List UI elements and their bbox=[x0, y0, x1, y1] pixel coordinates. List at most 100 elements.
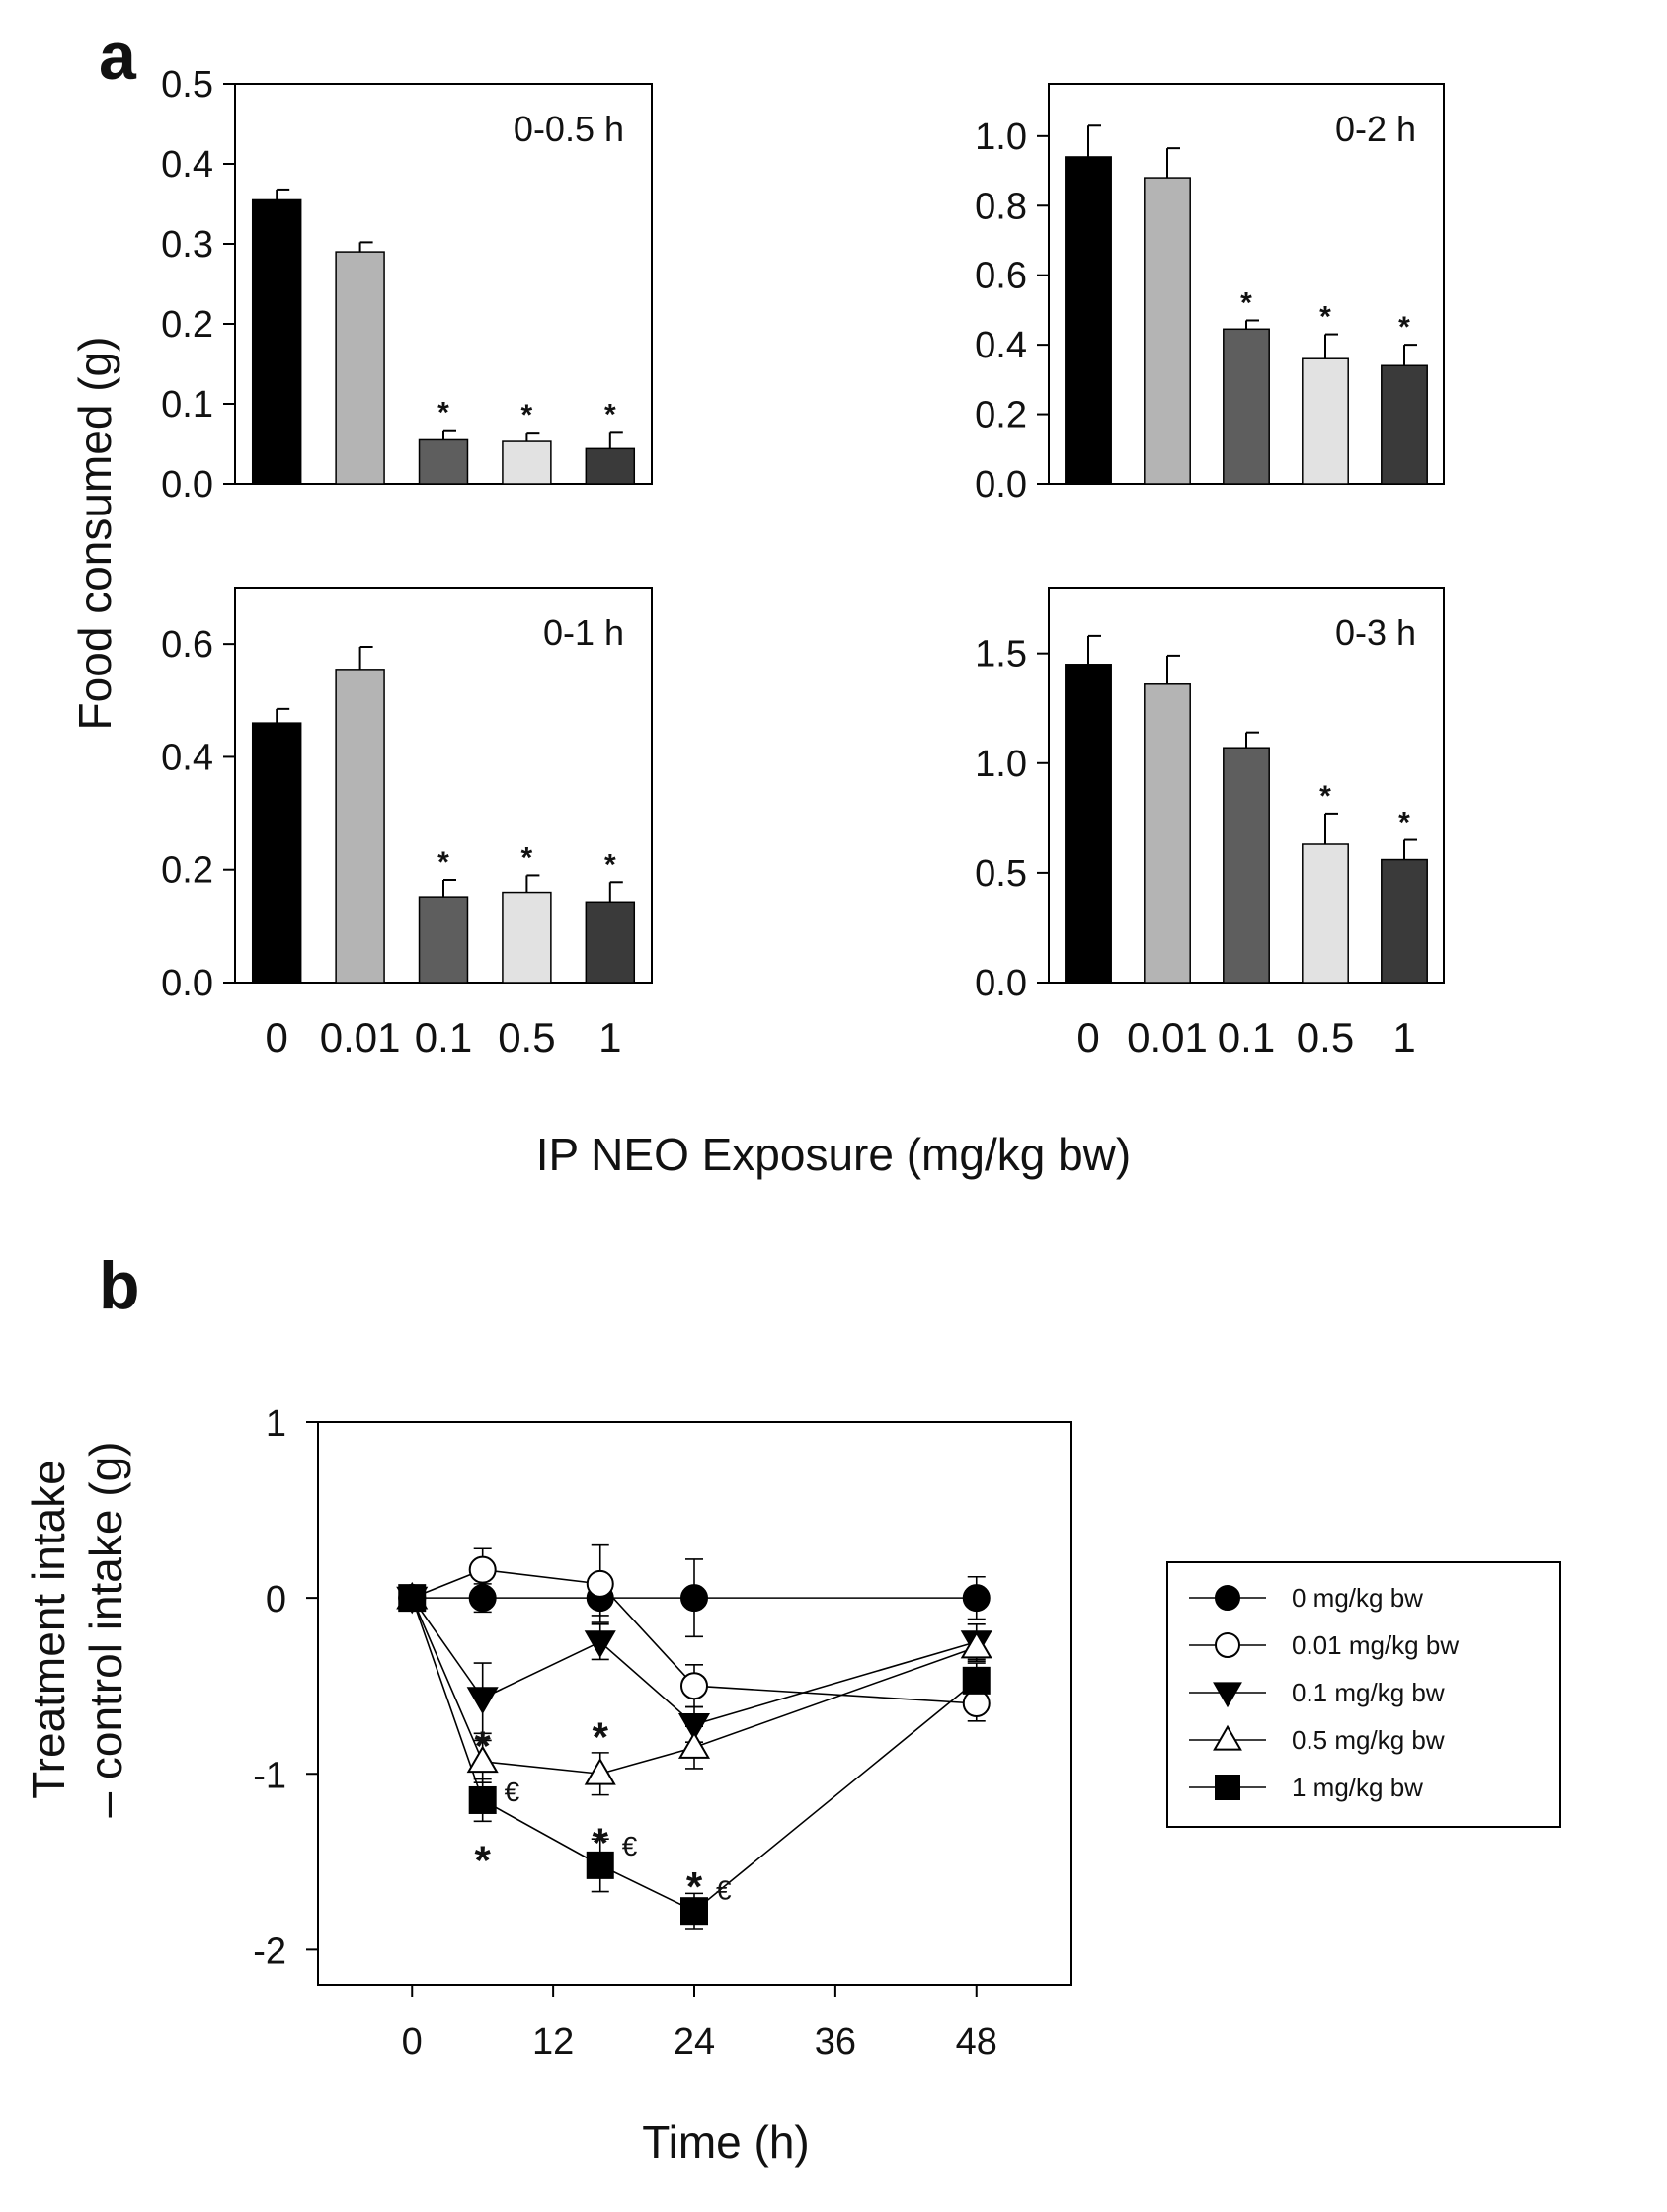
bar bbox=[418, 438, 469, 485]
bar bbox=[1302, 843, 1349, 984]
significance-star: * bbox=[604, 848, 616, 881]
significance-star: * bbox=[437, 397, 449, 430]
data-point-series-3 bbox=[677, 1731, 711, 1759]
data-point-series-2 bbox=[466, 1687, 499, 1714]
bar bbox=[1144, 683, 1191, 984]
legend-entry: 0 mg/kg bw bbox=[1292, 1583, 1423, 1613]
x-tick-label: 0.01 bbox=[320, 1014, 401, 1061]
bar bbox=[1223, 747, 1270, 984]
x-tick-label: 12 bbox=[532, 2021, 574, 2063]
bar bbox=[1381, 364, 1428, 485]
x-tick-label: 1 bbox=[598, 1014, 621, 1061]
y-tick-label: 0.4 bbox=[975, 325, 1027, 366]
significance-star: * bbox=[475, 1837, 492, 1883]
y-tick-label: 0.1 bbox=[161, 384, 213, 426]
legend: 0 mg/kg bw 0.01 mg/kg bw 0.1 mg/kg bw 0.5 m… bbox=[1166, 1561, 1561, 1828]
data-point-series-1 bbox=[468, 1555, 497, 1584]
data-point-series-0 bbox=[680, 1584, 708, 1613]
bar bbox=[1065, 156, 1112, 485]
subplot-title: 0-0.5 h bbox=[514, 109, 624, 149]
significance-star: * bbox=[1398, 311, 1410, 344]
legend-marker bbox=[1215, 1632, 1240, 1658]
data-point-series-3 bbox=[466, 1745, 499, 1774]
x-tick-label: 1 bbox=[1392, 1014, 1415, 1061]
bar bbox=[502, 440, 552, 485]
bar bbox=[335, 669, 385, 984]
x-tick-label: 0 bbox=[266, 1014, 288, 1061]
significance-star: * bbox=[1319, 780, 1331, 813]
subplot-title: 0-1 h bbox=[543, 612, 624, 653]
data-point-series-4 bbox=[468, 1785, 497, 1814]
y-tick-label: 0.3 bbox=[161, 224, 213, 266]
y-tick-label: 0.0 bbox=[161, 963, 213, 1004]
legend-entry: 1 mg/kg bw bbox=[1292, 1773, 1423, 1802]
x-tick-label: 0 bbox=[402, 2021, 423, 2063]
y-tick-label: 1.0 bbox=[975, 744, 1027, 785]
y-tick-label: 1 bbox=[266, 1403, 286, 1445]
data-point-series-0 bbox=[468, 1584, 497, 1613]
legend-entry: 0.5 mg/kg bw bbox=[1292, 1725, 1445, 1755]
bar bbox=[251, 722, 302, 984]
euro-marker: € bbox=[716, 1875, 732, 1906]
data-point-series-1 bbox=[680, 1672, 708, 1700]
significance-star: * bbox=[686, 1863, 703, 1910]
significance-star: * bbox=[1319, 301, 1331, 334]
line-y-axis-label-2: – control intake (g) bbox=[80, 1442, 131, 1818]
y-tick-label: 1.5 bbox=[975, 634, 1027, 675]
legend-marker bbox=[1213, 1682, 1242, 1708]
significance-star: * bbox=[593, 1714, 609, 1761]
bar bbox=[418, 896, 469, 984]
panel-a-label: a bbox=[99, 19, 137, 94]
bar bbox=[585, 447, 636, 485]
legend-marker bbox=[1215, 1775, 1240, 1800]
data-point-series-4 bbox=[680, 1897, 708, 1926]
legend-entry: 0.01 mg/kg bw bbox=[1292, 1630, 1459, 1660]
bar-chart-0-3h: 0.0 0.5 1.0 1.5 0-3 h 0 0.01 0.1 * 0.5 * 1 bbox=[975, 587, 1445, 1061]
bar bbox=[1381, 858, 1428, 984]
y-tick-label: -1 bbox=[253, 1755, 286, 1796]
bar-chart-0-0.5h: 0.0 0.1 0.2 0.3 0.4 0.5 0-0.5 h * * * bbox=[161, 64, 653, 506]
legend-entry: 0.1 mg/kg bw bbox=[1292, 1678, 1445, 1707]
bar bbox=[585, 901, 636, 984]
x-tick-label: 24 bbox=[674, 2021, 715, 2063]
data-point-series-3 bbox=[960, 1630, 992, 1659]
y-tick-label: 0.2 bbox=[161, 850, 213, 892]
y-tick-label: 1.0 bbox=[975, 117, 1027, 158]
x-tick-label: 0.5 bbox=[1297, 1014, 1354, 1061]
data-point-series-1 bbox=[586, 1569, 614, 1598]
bar-chart-0-1h: 0.0 0.2 0.4 0.6 0-1 h 0 0.01 * 0.1 * 0.5 * 1 bbox=[161, 587, 653, 1061]
y-tick-label: 0.0 bbox=[161, 464, 213, 506]
x-tick-label: 36 bbox=[815, 2021, 856, 2063]
line-x-axis-label: Time (h) bbox=[642, 2116, 810, 2168]
bar bbox=[1144, 177, 1191, 485]
line-y-axis-label-1: Treatment intake bbox=[23, 1460, 74, 1798]
legend-marker bbox=[1213, 1724, 1242, 1751]
bar bbox=[1302, 357, 1349, 485]
euro-marker: € bbox=[505, 1777, 520, 1807]
y-tick-label: 0.0 bbox=[975, 464, 1027, 506]
y-tick-label: 0.5 bbox=[975, 853, 1027, 895]
y-tick-label: 0.5 bbox=[161, 64, 213, 106]
shared-x-axis-label: IP NEO Exposure (mg/kg bw) bbox=[536, 1129, 1131, 1180]
x-tick-label: 0.1 bbox=[415, 1014, 472, 1061]
bar bbox=[502, 891, 552, 984]
data-point-series-4 bbox=[962, 1666, 991, 1695]
euro-marker: € bbox=[622, 1831, 638, 1861]
bar bbox=[335, 251, 385, 485]
data-point-series-0 bbox=[962, 1584, 991, 1613]
significance-star: * bbox=[604, 398, 616, 431]
subplot-title: 0-3 h bbox=[1335, 612, 1416, 653]
shared-y-axis-label: Food consumed (g) bbox=[69, 337, 120, 731]
data-point-series-1 bbox=[962, 1690, 991, 1717]
data-point-series-2 bbox=[677, 1712, 711, 1741]
y-tick-label: 0.0 bbox=[975, 963, 1027, 1004]
significance-star: * bbox=[1240, 286, 1252, 319]
bar-chart-0-2h: 0.0 0.2 0.4 0.6 0.8 1.0 0-2 h * * * bbox=[975, 83, 1445, 506]
x-tick-label: 0 bbox=[1076, 1014, 1099, 1061]
bar bbox=[1223, 328, 1270, 485]
legend-marker bbox=[1215, 1585, 1240, 1611]
significance-star: * bbox=[1398, 807, 1410, 839]
x-tick-label: 0.01 bbox=[1127, 1014, 1208, 1061]
data-point-series-4 bbox=[586, 1851, 614, 1879]
